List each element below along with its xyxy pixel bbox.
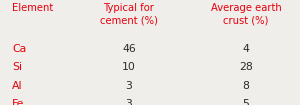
Text: 4: 4 [243, 44, 249, 54]
Text: 3: 3 [126, 99, 132, 105]
Text: Element: Element [12, 3, 53, 13]
Text: Typical for
cement (%): Typical for cement (%) [100, 3, 158, 26]
Text: Average earth
crust (%): Average earth crust (%) [211, 3, 281, 26]
Text: 10: 10 [122, 62, 136, 72]
Text: Ca: Ca [12, 44, 26, 54]
Text: 46: 46 [122, 44, 136, 54]
Text: 5: 5 [243, 99, 249, 105]
Text: 3: 3 [126, 81, 132, 91]
Text: 28: 28 [239, 62, 253, 72]
Text: 8: 8 [243, 81, 249, 91]
Text: Al: Al [12, 81, 22, 91]
Text: Fe: Fe [12, 99, 24, 105]
Text: Si: Si [12, 62, 22, 72]
